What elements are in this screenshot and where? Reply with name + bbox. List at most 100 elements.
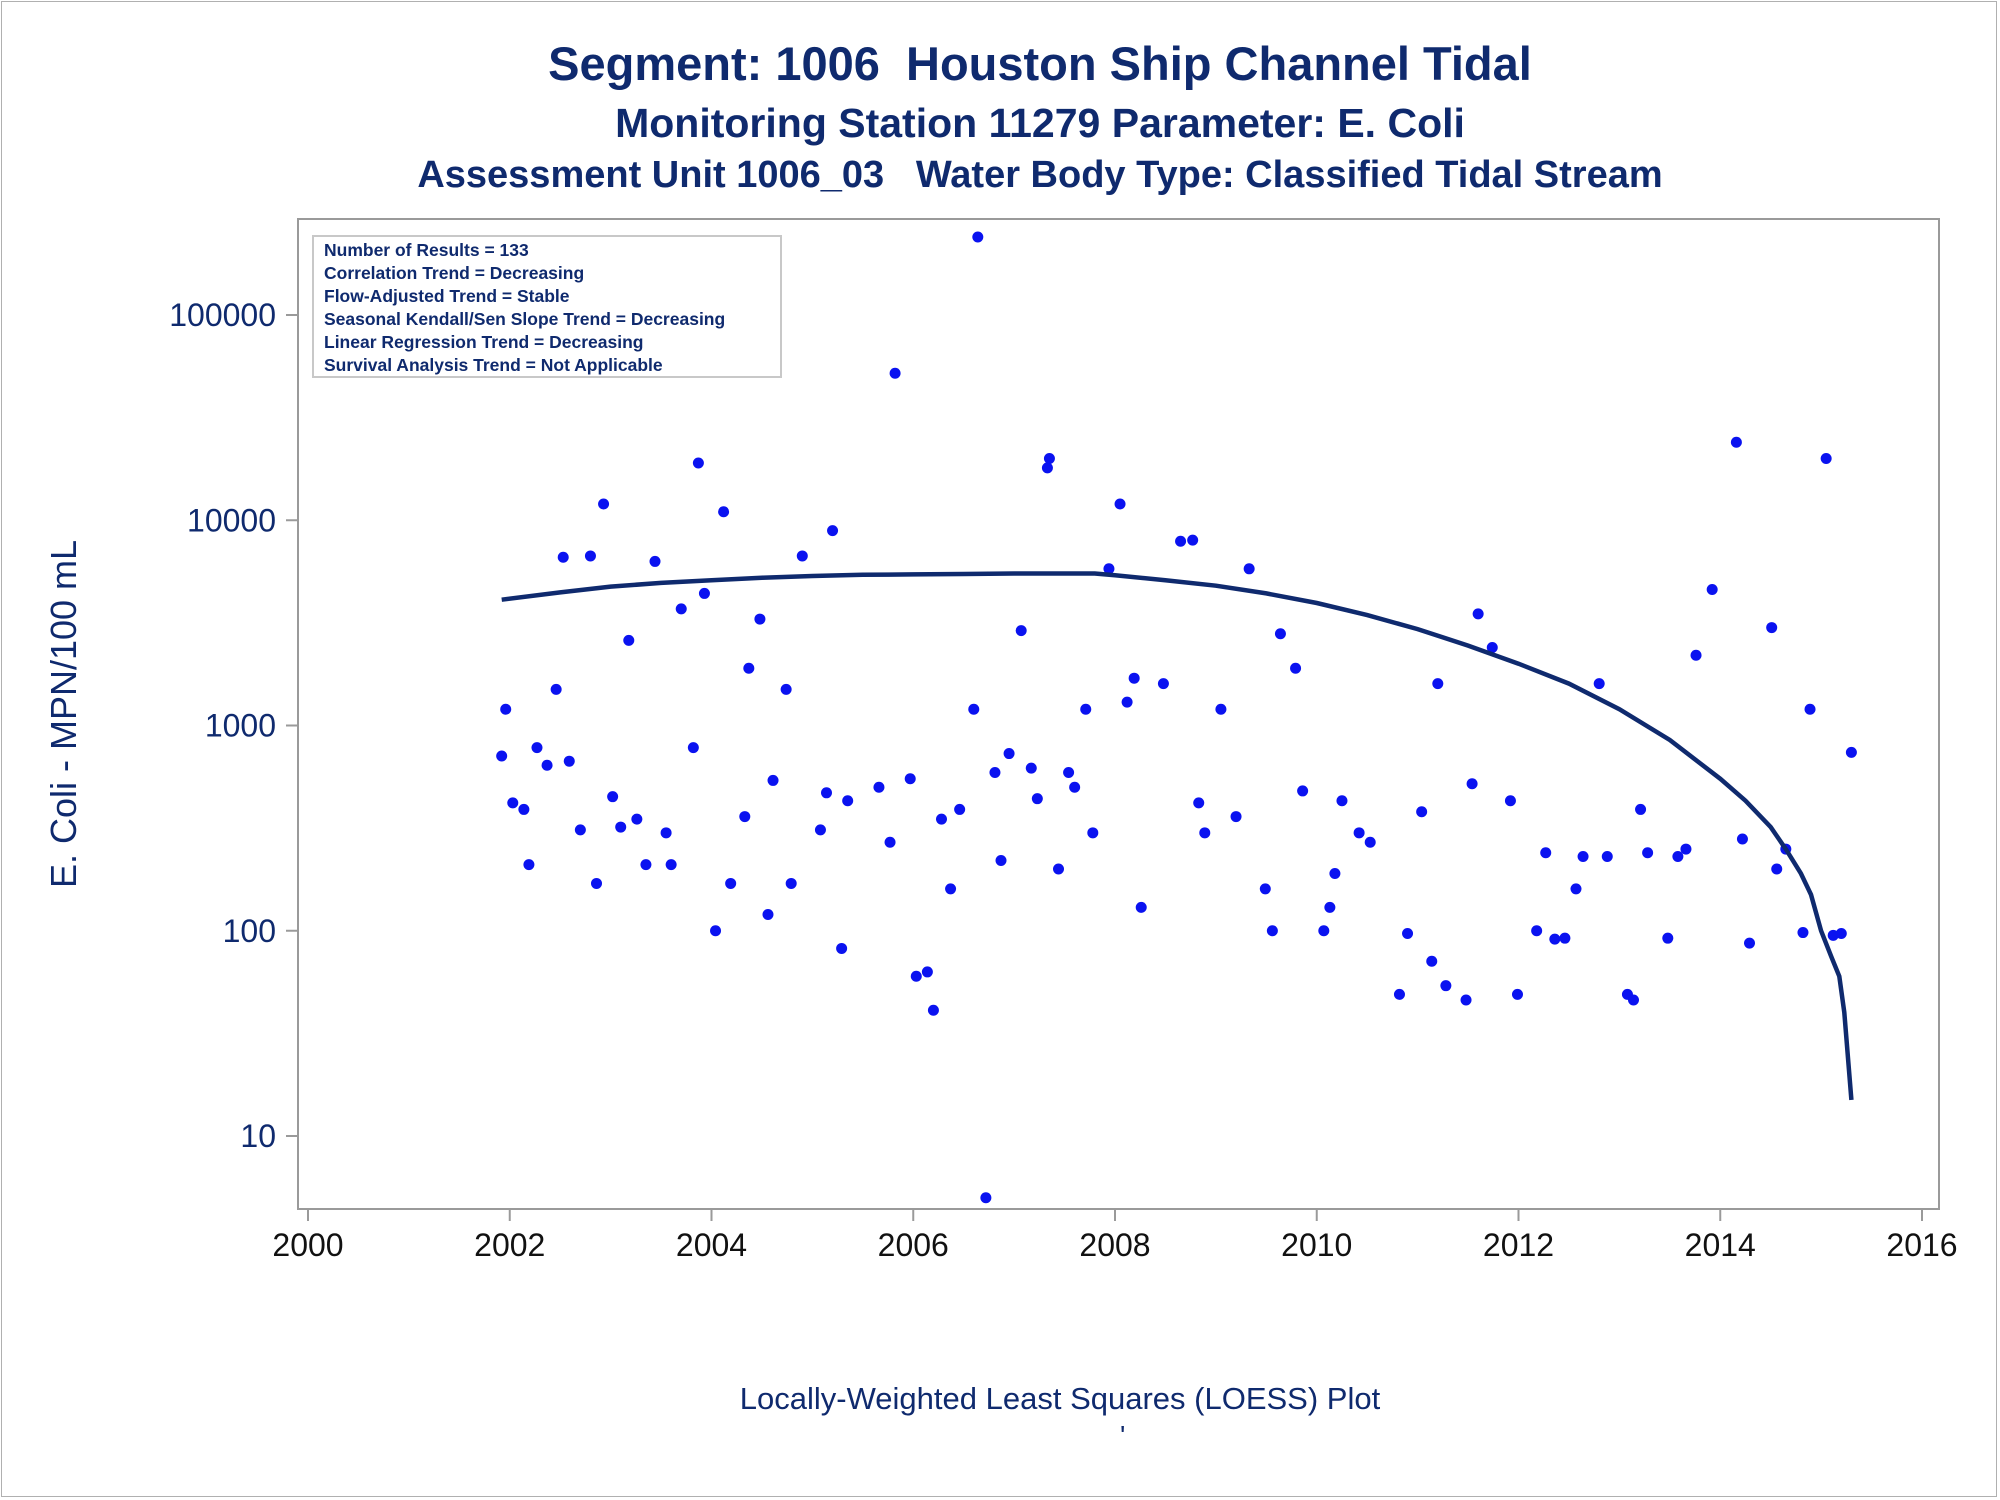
data-point <box>1364 836 1376 848</box>
chart-footnote: Locally-Weighted Least Squares (LOESS) P… <box>739 1381 1381 1416</box>
data-point <box>1804 703 1816 715</box>
chart-subtitle-2: Assessment Unit 1006_03 Water Body Type:… <box>417 154 1663 196</box>
data-point <box>1672 851 1684 863</box>
data-point <box>820 787 832 799</box>
data-point <box>1187 534 1199 546</box>
chart-subtitle: Monitoring Station 11279 Parameter: E. C… <box>615 100 1465 146</box>
data-point <box>1432 678 1444 690</box>
data-point <box>507 797 519 809</box>
data-point <box>518 803 530 815</box>
footnote-mark: ' <box>1120 1420 1126 1451</box>
data-point <box>1128 672 1140 684</box>
data-point <box>780 683 792 695</box>
data-point <box>1103 563 1115 575</box>
chart-title: Segment: 1006 Houston Ship Channel Tidal <box>548 37 1532 90</box>
data-point <box>649 555 661 567</box>
data-point <box>1549 933 1561 945</box>
x-tick-label: 2004 <box>676 1227 747 1263</box>
data-point <box>1031 793 1043 805</box>
data-point <box>718 506 730 518</box>
x-tick-label: 2000 <box>272 1227 343 1263</box>
data-point <box>767 774 779 786</box>
data-point <box>1820 452 1832 464</box>
data-point <box>1416 806 1428 818</box>
data-point <box>1063 767 1075 779</box>
data-point <box>1053 863 1065 875</box>
data-point <box>1025 762 1037 774</box>
data-point <box>1577 851 1589 863</box>
stats-line: Survival Analysis Trend = Not Applicable <box>324 355 663 375</box>
data-point <box>1230 811 1242 823</box>
data-point <box>1690 649 1702 661</box>
data-point <box>889 367 901 379</box>
y-tick-label: 10 <box>240 1118 276 1154</box>
data-point <box>1243 563 1255 575</box>
data-point <box>1736 833 1748 845</box>
data-point <box>710 925 722 937</box>
y-tick-label: 1000 <box>205 708 276 744</box>
data-point <box>1199 827 1211 839</box>
x-tick-label: 2006 <box>878 1227 949 1263</box>
data-point <box>665 859 677 871</box>
data-point <box>1297 785 1309 797</box>
data-point <box>873 781 885 793</box>
data-point <box>762 908 774 920</box>
data-point <box>1259 883 1271 895</box>
data-point <box>640 859 652 871</box>
data-point <box>945 883 957 895</box>
stats-line: Number of Results = 133 <box>324 240 529 260</box>
data-point <box>692 457 704 469</box>
data-point <box>574 824 586 836</box>
data-point <box>842 795 854 807</box>
loess-curve <box>501 571 1854 1101</box>
data-point <box>1706 583 1718 595</box>
data-point <box>743 662 755 674</box>
x-tick-label: 2008 <box>1079 1227 1150 1263</box>
data-point <box>1766 622 1778 634</box>
data-point <box>1744 937 1756 949</box>
data-point <box>1835 927 1847 939</box>
data-point <box>995 854 1007 866</box>
data-point <box>687 742 699 754</box>
data-point <box>1015 625 1027 637</box>
data-point <box>980 1192 992 1204</box>
data-point <box>1426 955 1438 967</box>
data-point <box>1601 851 1613 863</box>
data-point <box>927 1004 939 1016</box>
data-point <box>1559 932 1571 944</box>
data-point <box>1642 847 1654 859</box>
data-point <box>989 767 1001 779</box>
data-point <box>1486 641 1498 653</box>
data-point <box>1531 925 1543 937</box>
data-point <box>739 811 751 823</box>
data-point <box>1157 678 1169 690</box>
data-point <box>550 683 562 695</box>
data-point <box>1175 535 1187 547</box>
data-point <box>814 824 826 836</box>
x-tick-label: 2016 <box>1886 1227 1957 1263</box>
data-point <box>1003 748 1015 760</box>
stats-line: Correlation Trend = Decreasing <box>324 263 584 283</box>
data-point <box>1771 863 1783 875</box>
data-point <box>698 587 710 599</box>
data-point <box>1069 781 1081 793</box>
data-point <box>500 703 512 715</box>
data-point <box>725 877 737 889</box>
data-point <box>615 821 627 833</box>
data-point <box>1393 988 1405 1000</box>
y-tick-label: 100 <box>223 913 276 949</box>
data-point <box>598 498 610 510</box>
data-point <box>531 742 543 754</box>
data-point <box>1041 462 1053 474</box>
data-point <box>623 634 635 646</box>
data-point <box>1135 901 1147 913</box>
data-point <box>1087 827 1099 839</box>
x-tick-label: 2002 <box>474 1227 545 1263</box>
data-point <box>1329 868 1341 880</box>
data-point <box>1460 994 1472 1006</box>
data-point <box>541 759 553 771</box>
data-point <box>1402 927 1414 939</box>
data-point <box>1845 746 1857 758</box>
data-point <box>1290 662 1302 674</box>
